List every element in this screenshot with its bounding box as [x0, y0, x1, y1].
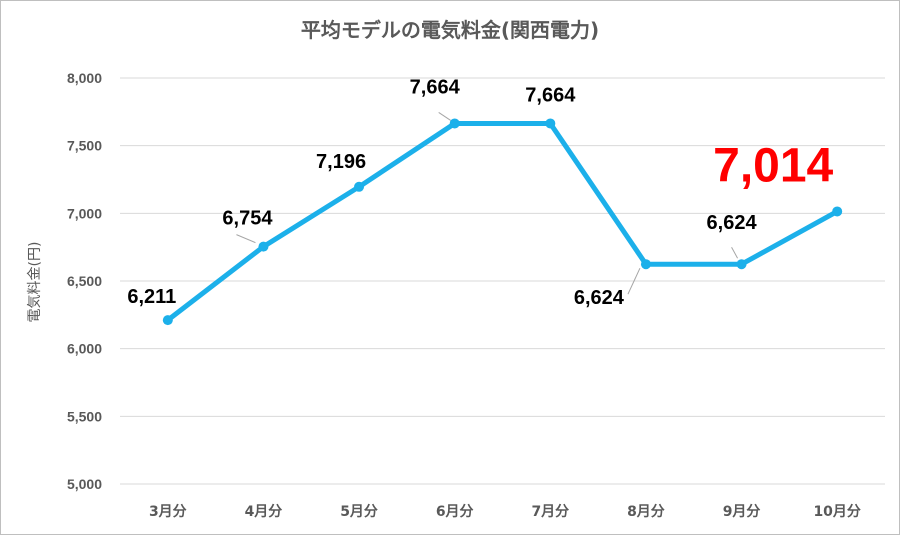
data-label: 7,664	[525, 84, 576, 106]
label-leader-line	[731, 246, 739, 259]
data-label: 7,664	[410, 76, 461, 98]
data-label: 6,211	[127, 286, 176, 308]
y-tick-label: 7,500	[67, 138, 102, 154]
x-tick-label: 7月分	[531, 504, 569, 520]
y-tick-label: 5,500	[67, 408, 102, 424]
data-point	[449, 118, 460, 129]
y-tick-label: 5,000	[67, 476, 102, 492]
x-tick-label: 4月分	[245, 504, 283, 520]
y-tick-label: 6,500	[67, 273, 102, 289]
x-tick-label: 5月分	[340, 504, 378, 520]
series-line	[165, 120, 840, 323]
data-label: 6,754	[222, 208, 273, 230]
data-point	[545, 118, 556, 129]
x-tick-label: 6月分	[436, 504, 474, 520]
label-leader-line	[627, 268, 641, 295]
chart-title: 平均モデルの電気料金(関西電力)	[300, 18, 600, 42]
x-tick-label: 8月分	[627, 504, 665, 520]
data-point	[354, 181, 365, 192]
highlighted-data-label: 7,014	[713, 139, 833, 192]
y-tick-label: 7,000	[67, 205, 102, 221]
data-label: 7,196	[316, 151, 366, 173]
y-tick-label: 6,000	[67, 341, 102, 357]
y-tick-label: 8,000	[67, 70, 102, 86]
data-label: 6,624	[707, 212, 758, 234]
data-label: 6,624	[574, 287, 625, 309]
data-point	[162, 315, 173, 326]
data-point	[640, 259, 651, 270]
x-tick-label: 3月分	[149, 504, 187, 520]
data-point	[258, 241, 269, 252]
label-leader-line	[236, 234, 256, 244]
data-point	[736, 259, 747, 270]
x-tick-label: 9月分	[723, 504, 761, 520]
data-point	[832, 206, 843, 217]
x-tick-label: 10月分	[813, 504, 860, 520]
label-leader-line	[438, 112, 451, 121]
